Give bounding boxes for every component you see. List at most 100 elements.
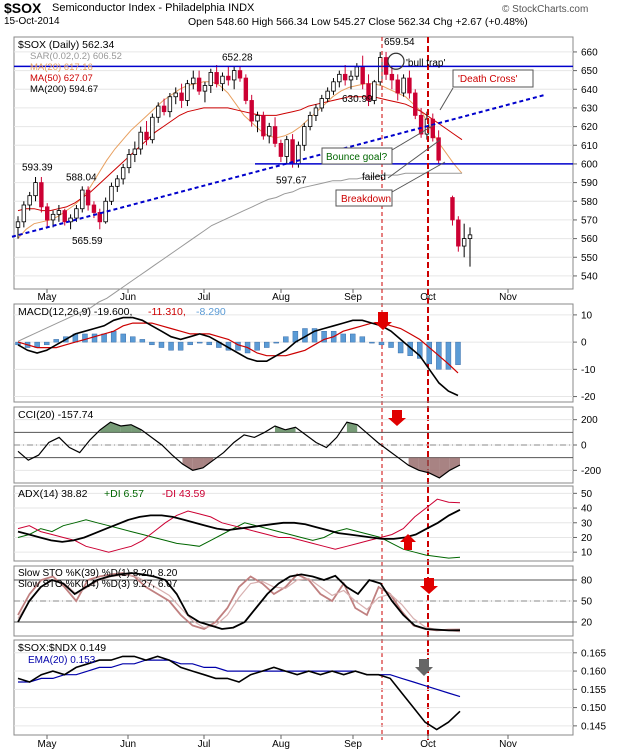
stoch-axis-tick-label: 20	[581, 618, 593, 629]
macd-histogram-bar	[397, 341, 404, 354]
price-candle-body	[243, 77, 249, 101]
breakdown-box	[335, 189, 393, 207]
ratio-legend: $SOX:$NDX 0.149	[18, 642, 106, 654]
price-candle-body	[354, 66, 360, 77]
price-candle-body	[74, 208, 79, 219]
stoch-axis-tick-label: 50	[581, 597, 593, 608]
price-candle-body	[302, 126, 307, 146]
ratio-line	[17, 655, 461, 731]
macd-histogram-bar	[235, 341, 241, 351]
price-x-tick-label: Aug	[272, 292, 290, 303]
death-cross-label: 'Death Cross'	[458, 74, 517, 85]
price-candle-body	[430, 118, 435, 139]
adx-line	[17, 508, 461, 543]
price-label-659: 659.54	[384, 37, 415, 48]
price-candle-body	[360, 66, 365, 85]
symbol-title: $SOX	[4, 0, 42, 16]
price-label-652: 652.28	[222, 52, 253, 63]
copyright-label: © StockCharts.com	[502, 4, 589, 15]
price-candle-body	[267, 126, 272, 137]
stoch-arrow-icon	[420, 578, 438, 594]
macd-histogram-bar	[455, 341, 461, 365]
ratio-arrow-icon	[415, 659, 433, 676]
ohlc-summary: Open 548.60 High 566.34 Low 545.27 Close…	[188, 16, 528, 28]
price-candle-body	[366, 83, 371, 101]
price-candle-body	[15, 221, 21, 228]
price-ma20-line	[17, 81, 463, 239]
price-candle-body	[109, 185, 114, 202]
adx-arrow-icon	[400, 534, 416, 550]
price-candle-body	[191, 77, 196, 85]
cci-overbought-fill	[110, 422, 121, 433]
price-candle-body	[27, 195, 32, 206]
price-candle-body	[249, 100, 254, 122]
price-axis-tick-label: 630	[581, 103, 598, 114]
cci-overbought-fill	[346, 422, 358, 433]
adx-axis-tick-label: 40	[581, 504, 593, 515]
price-axis-tick-label: 550	[581, 253, 598, 264]
ratio-axis-tick-label: 0.150	[581, 703, 606, 714]
cci-oversold-fill	[418, 457, 430, 473]
adx-axis-tick-label: 20	[581, 533, 593, 544]
price-candle-body	[208, 72, 213, 86]
price-axis-tick-label: 610	[581, 141, 598, 152]
price-candle-body	[325, 90, 330, 99]
price-candle-body	[138, 131, 143, 150]
macd-histogram-bar	[158, 341, 165, 348]
price-candle-body	[56, 210, 62, 215]
cci-oversold-fill	[429, 457, 440, 478]
macd-legend: MACD(12,26,9) -19.600,	[18, 306, 132, 318]
price-candle-body	[21, 204, 27, 223]
macd-histogram-bar	[197, 341, 203, 344]
price-legend-ma20: MA(20) 617.16	[30, 62, 93, 73]
price-candle-body	[313, 107, 319, 116]
price-axis-tick-label: 640	[581, 85, 598, 96]
price-label-565: 565.59	[72, 236, 103, 247]
macd-histogram-bar	[417, 341, 423, 359]
macd-histogram-bar	[206, 341, 213, 346]
price-candle-body	[173, 92, 178, 98]
ratio-ema-line	[18, 659, 461, 698]
price-x-tick-label: Sep	[344, 292, 362, 303]
price-candle-body	[456, 219, 461, 247]
macd-histogram-bar	[263, 341, 270, 348]
macd-histogram-bar	[149, 341, 155, 346]
macd-histogram-bar	[388, 341, 394, 348]
macd-histogram-bar	[340, 333, 346, 343]
ratio-axis-tick-label: 0.145	[581, 721, 606, 732]
price-candle-body	[39, 182, 44, 208]
price-candle-body	[272, 126, 278, 144]
price-candle-body	[395, 79, 400, 94]
breakdown-label: Breakdown	[341, 194, 391, 205]
macd-legend-hist: -8.290	[196, 306, 226, 318]
cci-axis-tick-label: -200	[581, 466, 601, 477]
price-candle-body	[342, 73, 348, 81]
bottom-x-tick-label: Jun	[120, 739, 136, 750]
price-candle-body	[261, 115, 266, 137]
price-axis-tick-label: 570	[581, 215, 598, 226]
cci-oversold-fill	[449, 457, 460, 471]
price-legend-ma50: MA(50) 627.07	[30, 73, 93, 84]
macd-histogram-bar	[43, 341, 50, 346]
bounce-goal-pointer	[391, 124, 435, 151]
cci-overbought-fill	[274, 426, 286, 433]
price-candle-body	[378, 57, 383, 83]
price-legend-sar: SAR(0.02,0.2) 606.52	[30, 51, 122, 62]
price-label-630: 630.99	[342, 94, 373, 105]
macd-histogram-bar	[110, 331, 117, 343]
macd-histogram-bar	[378, 341, 385, 346]
price-candle-body	[337, 73, 342, 83]
bottom-x-tick-label: May	[38, 739, 57, 750]
price-candle-body	[33, 182, 38, 197]
price-candle-body	[85, 189, 91, 206]
price-candle-body	[237, 70, 243, 79]
failed-label: failed	[362, 172, 386, 183]
price-candle-body	[284, 139, 289, 157]
price-candle-body	[331, 81, 336, 92]
price-candle-body	[132, 148, 138, 155]
cci-oversold-fill	[182, 457, 193, 471]
death-cross-box	[452, 69, 534, 88]
price-candle-body	[196, 77, 202, 92]
price-candle-body	[144, 131, 149, 141]
stoch-legend-14: Slow STO %K(14) %D(3) 9.27, 6.07	[18, 579, 178, 590]
